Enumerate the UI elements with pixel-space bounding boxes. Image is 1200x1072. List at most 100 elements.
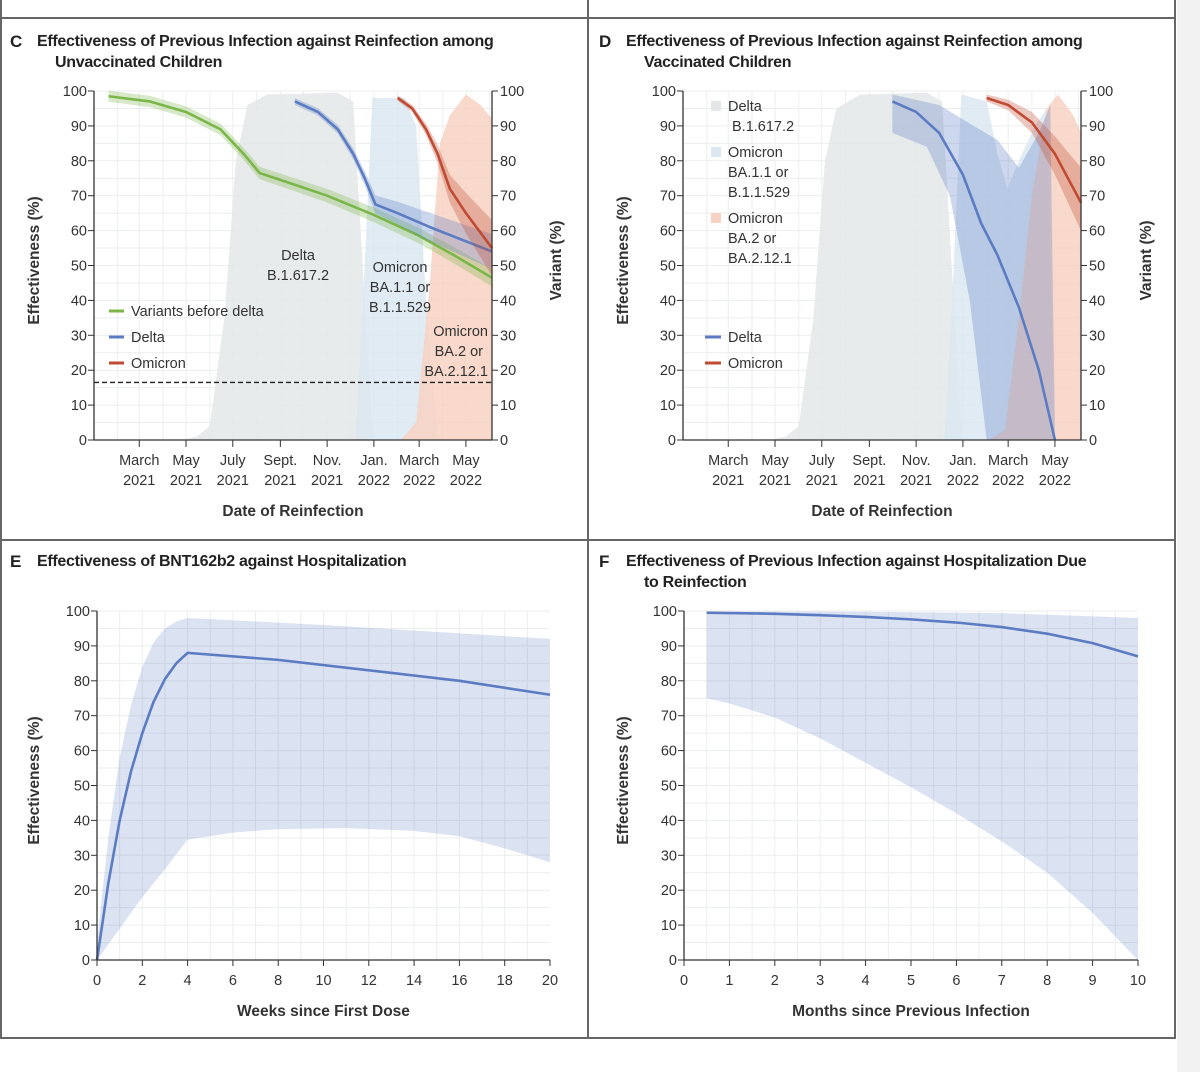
confidence-band-series	[706, 611, 1138, 960]
x-tick-label: 5	[907, 973, 915, 989]
area-legend-label: BA.1.1 or	[728, 165, 789, 181]
area-legend-label: Delta	[728, 99, 763, 115]
x-tick-label: 2022	[1039, 473, 1071, 489]
x-tick-label: 0	[93, 973, 101, 989]
y2-tick-label: 80	[500, 154, 516, 170]
x-tick-label: 2021	[264, 473, 296, 489]
y-tick-label: 100	[652, 84, 676, 100]
area-legend-label: Omicron	[728, 211, 783, 227]
area-legend-label: Omicron	[728, 145, 783, 161]
x-axis-label: Months since Previous Infection	[792, 1003, 1030, 1020]
y2-axis-label: Variant (%)	[1138, 220, 1155, 300]
area-legend-label: BA.2 or	[728, 231, 777, 247]
y-tick-label: 40	[661, 813, 677, 829]
y-tick-label: 70	[660, 189, 676, 205]
annotation-omicron-ba1: B.1.1.529	[369, 300, 431, 316]
panel-e-letter: E	[10, 552, 22, 571]
x-tick-label: 2021	[853, 473, 885, 489]
legend-label: Delta	[728, 330, 763, 346]
x-tick-label: 2	[771, 973, 779, 989]
x-tick-label: May	[1041, 453, 1069, 469]
y-tick-label: 40	[74, 813, 90, 829]
x-tick-label: March	[399, 453, 439, 469]
panel-c-title: C Effectiveness of Previous Infection ag…	[10, 31, 494, 73]
panel-f-title-line2: to Reinfection	[644, 574, 747, 591]
panel-f-letter: F	[599, 552, 610, 571]
confidence-band-omicron	[986, 94, 1081, 231]
y2-tick-label: 70	[500, 189, 516, 205]
x-tick-label: 20	[542, 973, 558, 989]
x-tick-label: 2022	[992, 473, 1024, 489]
y2-tick-label: 60	[500, 224, 516, 240]
x-tick-label: 2021	[311, 473, 343, 489]
y2-tick-label: 20	[1089, 363, 1105, 379]
area-legend-label: BA.2.12.1	[728, 251, 792, 267]
y-tick-label: 10	[660, 398, 676, 414]
y-tick-label: 90	[74, 639, 90, 655]
x-tick-label: March	[988, 453, 1028, 469]
y2-tick-label: 0	[1089, 433, 1097, 449]
y2-tick-label: 10	[500, 398, 516, 414]
y-tick-label: 60	[661, 744, 677, 760]
x-tick-label: 10	[315, 973, 331, 989]
area-legend-swatch	[711, 101, 721, 111]
x-tick-label: 2021	[217, 473, 249, 489]
y2-tick-label: 30	[500, 328, 516, 344]
y-tick-label: 40	[71, 293, 87, 309]
x-tick-label: 8	[274, 973, 282, 989]
y-tick-label: 90	[661, 639, 677, 655]
panel-c-letter: C	[10, 32, 22, 51]
x-tick-label: May	[761, 453, 789, 469]
panel-d-title-line2: Vaccinated Children	[644, 54, 792, 71]
x-tick-label: 4	[862, 973, 870, 989]
x-tick-label: 2	[138, 973, 146, 989]
y-tick-label: 80	[661, 674, 677, 690]
series-line-effectiveness	[95, 651, 551, 961]
y-tick-label: 90	[71, 119, 87, 135]
annotation-omicron-ba2: BA.2.12.1	[424, 364, 488, 380]
panel-e-title: E Effectiveness of BNT162b2 against Hosp…	[10, 551, 407, 572]
variant-area-delta	[770, 92, 963, 441]
x-tick-label: March	[119, 453, 159, 469]
x-tick-label: 2021	[900, 473, 932, 489]
y-tick-label: 50	[661, 779, 677, 795]
x-tick-label: 2021	[170, 473, 202, 489]
x-tick-label: 2021	[712, 473, 744, 489]
y2-tick-label: 0	[500, 433, 508, 449]
x-tick-label: 2022	[450, 473, 482, 489]
variant-area-ba1	[355, 97, 438, 440]
x-axis-label: Date of Reinfection	[811, 503, 952, 520]
y-tick-label: 70	[661, 709, 677, 725]
series-line-delta	[294, 100, 493, 253]
x-tick-label: 6	[952, 973, 960, 989]
x-tick-label: July	[220, 453, 247, 469]
y2-tick-label: 20	[500, 363, 516, 379]
panel-e-title-line1: Effectiveness of BNT162b2 against Hospit…	[37, 553, 407, 570]
legend-label: Delta	[131, 330, 166, 346]
y2-tick-label: 60	[1089, 224, 1105, 240]
y-tick-label: 0	[669, 953, 677, 969]
y2-tick-label: 90	[500, 119, 516, 135]
x-tick-label: 9	[1089, 973, 1097, 989]
y2-tick-label: 50	[500, 259, 516, 275]
variant-area-ba2	[400, 94, 492, 441]
series-line-omicron	[986, 96, 1083, 204]
annotation-omicron-ba1: BA.1.1 or	[370, 280, 431, 296]
x-tick-label: 12	[361, 973, 377, 989]
variant-area-delta	[181, 92, 374, 441]
panel-d-title: D Effectiveness of Previous Infection ag…	[599, 31, 1083, 73]
x-tick-label: 4	[184, 973, 192, 989]
y2-axis-label: Variant (%)	[548, 220, 565, 300]
panel-f-title: F Effectiveness of Previous Infection ag…	[599, 551, 1087, 593]
confidence-band-series	[97, 617, 550, 960]
x-tick-label: May	[452, 453, 480, 469]
x-tick-label: Sept.	[263, 453, 297, 469]
y-tick-label: 0	[668, 433, 676, 449]
x-tick-label: July	[809, 453, 836, 469]
y2-tick-label: 80	[1089, 154, 1105, 170]
x-tick-label: Nov.	[902, 453, 931, 469]
y-tick-label: 20	[71, 363, 87, 379]
y-tick-label: 10	[71, 398, 87, 414]
legend-label: Variants before delta	[131, 304, 265, 320]
